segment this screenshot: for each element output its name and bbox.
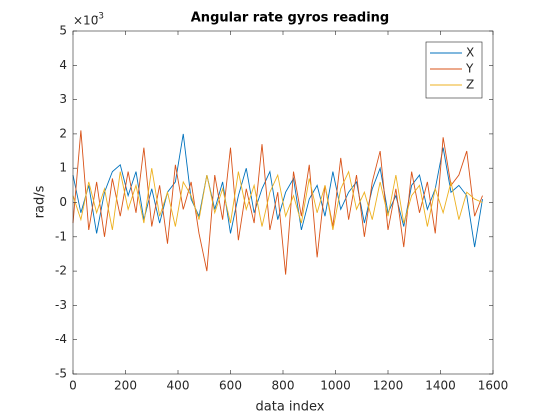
legend-label: X bbox=[466, 46, 474, 60]
chart-title: Angular rate gyros reading bbox=[191, 11, 390, 26]
x-tick-label: 1200 bbox=[373, 379, 404, 393]
x-tick-label: 800 bbox=[272, 379, 295, 393]
y-tick-label: 5 bbox=[59, 24, 67, 38]
y-tick-label: -2 bbox=[55, 264, 67, 278]
y-tick-label: 4 bbox=[59, 58, 67, 72]
x-tick-label: 1400 bbox=[425, 379, 456, 393]
y-multiplier-exponent: -3 bbox=[95, 12, 104, 22]
y-tick-label: 0 bbox=[59, 195, 67, 209]
y-tick-label: -5 bbox=[55, 367, 67, 381]
y-axis-label: rad/s bbox=[33, 185, 48, 218]
x-tick-label: 1000 bbox=[320, 379, 351, 393]
data-line bbox=[72, 133, 483, 248]
data-line bbox=[72, 168, 483, 231]
data-line bbox=[72, 130, 483, 275]
legend-label: Z bbox=[466, 78, 474, 92]
x-tick-label: 0 bbox=[69, 379, 77, 393]
x-axis-label: data index bbox=[256, 400, 325, 415]
legend-label: Y bbox=[465, 62, 474, 76]
y-tick-label: 2 bbox=[59, 126, 67, 140]
legend-box bbox=[425, 41, 483, 99]
y-tick-label: 3 bbox=[59, 92, 67, 106]
y-multiplier-base: ×10 bbox=[73, 14, 98, 28]
x-tick-label: 400 bbox=[167, 379, 190, 393]
y-tick-label: -3 bbox=[55, 298, 67, 312]
y-tick-label: 1 bbox=[59, 161, 67, 175]
x-tick-label: 200 bbox=[114, 379, 137, 393]
x-tick-label: 600 bbox=[219, 379, 242, 393]
x-tick-label: 1600 bbox=[478, 379, 509, 393]
y-tick-label: -4 bbox=[55, 332, 67, 346]
y-tick-label: -1 bbox=[55, 229, 67, 243]
